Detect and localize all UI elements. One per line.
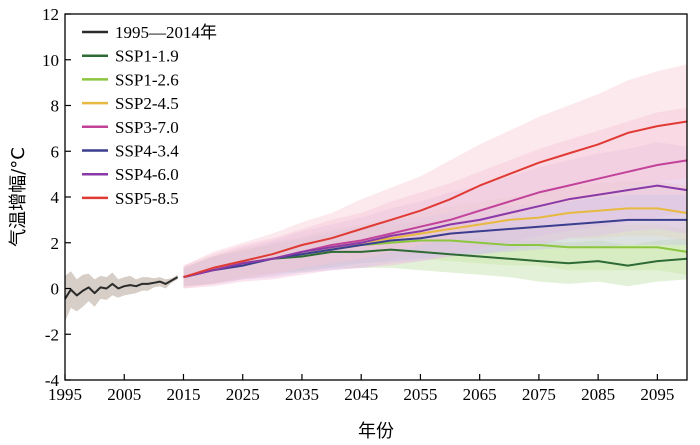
y-tick-label: -4 [45, 371, 60, 390]
y-tick-label: -2 [45, 325, 59, 344]
x-axis-title: 年份 [358, 421, 394, 442]
y-tick-label: 4 [51, 188, 60, 207]
band-7 [183, 64, 687, 289]
legend-label-7: SSP5-8.5 [115, 189, 179, 208]
y-tick-label: 10 [42, 51, 59, 70]
series-lines [64, 120, 688, 300]
legend-label-3: SSP2-4.5 [115, 94, 179, 113]
x-tick-label: 2035 [285, 385, 319, 404]
x-tick-label: 2065 [463, 385, 497, 404]
legend-label-6: SSP4-6.0 [115, 165, 179, 184]
legend-label-5: SSP4-3.4 [115, 142, 179, 161]
y-tick-label: 2 [51, 234, 60, 253]
y-tick-label: 12 [42, 5, 59, 24]
x-tick-label: 2015 [166, 385, 200, 404]
y-axis-title: 气温增幅/°C [8, 147, 29, 247]
legend: 1995—2014年 SSP1-1.9 SSP1-2.6 SSP2-4.5 SSP3-7… [82, 23, 217, 208]
series-line-0 [64, 276, 179, 300]
x-tick-label: 2045 [344, 385, 378, 404]
band-3 [183, 181, 687, 287]
legend-label-4: SSP3-7.0 [115, 118, 179, 137]
y-tick-label: 8 [51, 97, 60, 116]
legend-label-2: SSP1-2.6 [115, 70, 179, 89]
x-tick-label: 2095 [640, 385, 674, 404]
x-tick-label: 2085 [581, 385, 615, 404]
series-line-7 [183, 120, 688, 279]
x-tick-label: 1995 [48, 385, 82, 404]
band-0 [65, 271, 178, 322]
legend-label-1: SSP1-1.9 [115, 47, 179, 66]
x-tick-label: 2005 [107, 385, 141, 404]
series-line-6 [183, 184, 688, 279]
legend-label-0: 1995—2014年 [115, 23, 217, 42]
band-1 [183, 231, 687, 287]
x-tick-label: 2075 [522, 385, 556, 404]
x-tick-label: 2025 [226, 385, 260, 404]
x-tick-label: 2055 [403, 385, 437, 404]
y-tick-label: 6 [51, 142, 60, 161]
y-axis-ticks: -4 -2 0 2 4 6 8 10 12 [42, 5, 71, 390]
y-tick-label: 0 [51, 280, 60, 299]
x-axis-ticks: 1995 2005 2015 2025 2035 2045 2055 2065 2075 2085… [48, 374, 674, 404]
